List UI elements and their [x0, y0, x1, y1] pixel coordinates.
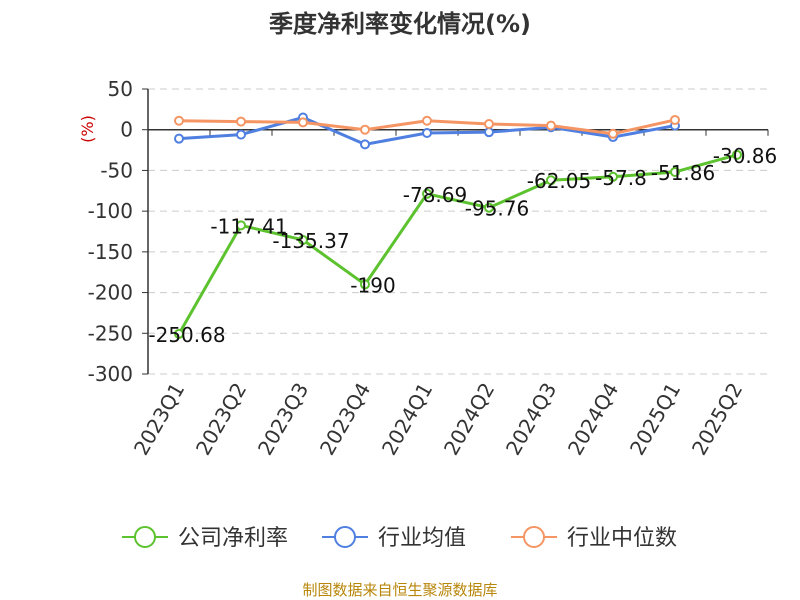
- data-point-0: [174, 328, 184, 339]
- x-tick-label: 2025Q2: [687, 379, 747, 460]
- data-label: -78.69: [403, 183, 467, 207]
- data-point-1: [484, 127, 494, 138]
- y-tick-label: -300: [88, 362, 133, 386]
- x-tick-label: 2024Q3: [501, 379, 561, 460]
- x-tick-label: 2024Q2: [439, 379, 499, 460]
- grid-lines: [148, 88, 768, 375]
- data-point-2: [236, 116, 246, 127]
- data-point-0: [360, 279, 370, 290]
- data-label: -62.05: [527, 169, 591, 193]
- data-label: -135.37: [272, 229, 349, 253]
- data-point-1: [422, 127, 432, 138]
- data-point-0: [298, 234, 308, 245]
- data-point-2: [608, 128, 618, 139]
- y-tick-label: -50: [100, 158, 133, 182]
- y-tick-label: -200: [88, 281, 133, 305]
- data-point-0: [546, 175, 556, 186]
- data-labels: -250.68 -117.41-135.37-190 -78.69-95.76 -62…: [148, 144, 777, 347]
- data-point-0: [732, 149, 742, 160]
- data-point-2: [360, 124, 370, 135]
- series-lines: [174, 112, 742, 339]
- x-tick-label: 2023Q4: [315, 379, 375, 460]
- data-point-2: [174, 115, 184, 126]
- legend-marker-2: [523, 526, 545, 548]
- x-tick-label: 2025Q1: [625, 379, 685, 460]
- data-point-1: [360, 139, 370, 150]
- source-note: 制图数据来自恒生聚源数据库: [302, 581, 497, 599]
- data-point-2: [484, 119, 494, 130]
- data-point-0: [422, 188, 432, 199]
- y-tick-label: -100: [88, 199, 133, 223]
- data-label: -250.68: [148, 323, 225, 347]
- legend: 公司净利率 行业均值 行业中位数: [122, 526, 677, 551]
- y-tick-label: -150: [88, 240, 133, 264]
- data-label: -95.76: [465, 197, 529, 221]
- y-tick-label: 50: [108, 77, 133, 101]
- y-tick-label: -250: [88, 321, 133, 345]
- data-point-2: [422, 115, 432, 126]
- data-point-2: [670, 114, 680, 125]
- series-line-0: [177, 153, 738, 335]
- data-point-0: [670, 166, 680, 177]
- data-label: -190: [350, 273, 395, 297]
- data-point-2: [546, 120, 556, 131]
- data-label: -51.86: [651, 161, 715, 185]
- y-tick-label: 0: [120, 118, 133, 142]
- data-point-1: [174, 133, 184, 144]
- chart-title: 季度净利率变化情况(%): [269, 10, 531, 38]
- x-tick-label: 2023Q2: [191, 379, 251, 460]
- data-point-2: [298, 117, 308, 128]
- x-tick-label: 2024Q1: [377, 379, 437, 460]
- data-label: -30.86: [713, 144, 777, 168]
- y-axis-unit-label: (%): [78, 115, 97, 143]
- data-point-1: [236, 129, 246, 140]
- x-tick-label: 2024Q4: [563, 379, 623, 460]
- data-point-0: [236, 220, 246, 231]
- data-point-0: [484, 202, 494, 213]
- data-label: -57.8: [595, 166, 647, 190]
- x-tick-label: 2023Q3: [253, 379, 313, 460]
- legend-label-1: 行业均值: [378, 526, 466, 551]
- legend-label-0: 公司净利率: [178, 526, 288, 551]
- legend-marker-0: [134, 526, 156, 548]
- data-point-0: [608, 171, 618, 182]
- x-tick-label: 2023Q1: [129, 379, 189, 460]
- legend-marker-1: [334, 526, 356, 548]
- legend-label-2: 行业中位数: [567, 526, 677, 551]
- data-label: -117.41: [210, 214, 287, 238]
